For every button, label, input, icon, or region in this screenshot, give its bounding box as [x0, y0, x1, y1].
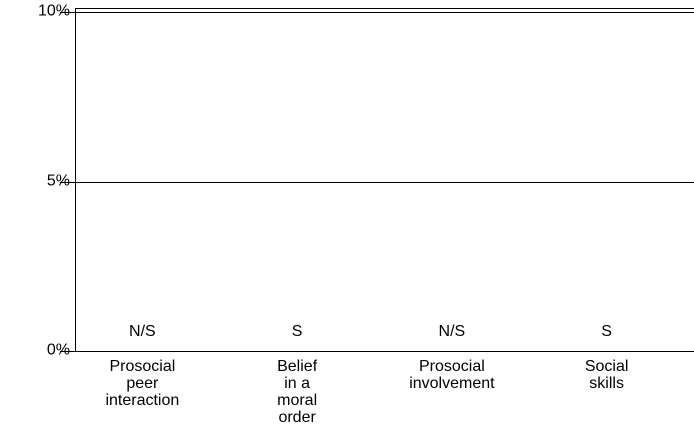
x-tick-label: Belief in a moral order [277, 358, 318, 426]
x-tick-label: Social skills [584, 358, 629, 392]
annotation: N/S [129, 323, 156, 340]
y-tick-label: 5% [47, 173, 70, 190]
annotation: N/S [439, 323, 466, 340]
x-tick-label: Prosocial involvement [409, 358, 495, 392]
annotation: S [601, 323, 612, 340]
x-tick-label: Prosocial peer interaction [105, 358, 180, 409]
y-tick-label: 0% [47, 342, 70, 359]
annotation: S [292, 323, 303, 340]
y-tick-label: 10% [38, 3, 70, 20]
